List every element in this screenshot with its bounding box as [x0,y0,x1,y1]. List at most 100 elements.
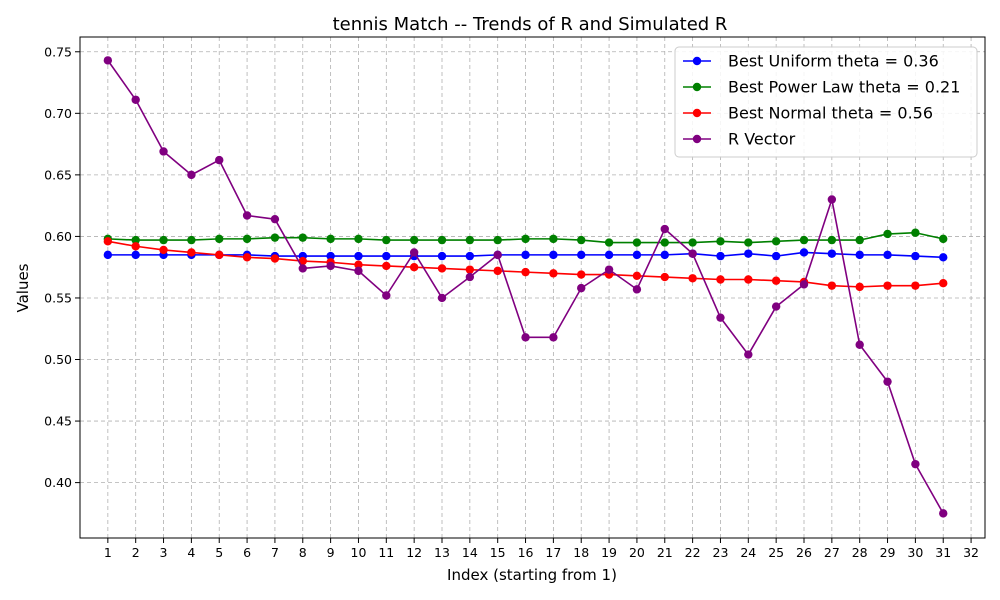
x-tick-label: 21 [657,545,673,560]
data-point [827,281,837,290]
data-point [131,235,140,245]
x-tick-label: 2 [132,545,140,560]
x-tick-label: 18 [573,545,589,560]
data-point [827,235,837,245]
x-tick-label: 27 [824,545,840,560]
data-point [354,234,363,244]
data-point [688,249,697,258]
data-point [215,250,224,260]
y-tick-label: 0.55 [44,290,72,305]
data-point [270,214,280,224]
data-point [382,235,391,245]
legend-item: Best Uniform theta = 0.36 [683,52,939,71]
data-point [939,253,948,262]
data-point [465,272,475,282]
legend-box [674,46,978,158]
data-point [660,238,669,247]
data-point [159,245,168,255]
data-point [911,281,920,290]
data-point [744,249,753,258]
legend-item: Best Normal theta = 0.56 [683,104,933,123]
x-tick-label: 17 [545,545,561,560]
data-point [493,235,502,245]
y-tick-label: 0.65 [44,167,72,182]
data-point [187,248,196,257]
y-axis-label: Values [14,263,32,312]
x-tick-label: 22 [685,545,701,560]
x-tick-label: 10 [351,545,367,560]
legend-marker [692,108,702,118]
data-point [521,267,530,277]
data-point [103,56,113,65]
data-point [716,275,725,284]
data-point [493,250,502,260]
x-tick-label: 24 [740,545,756,560]
plot-frame [79,36,986,539]
data-point [771,237,781,246]
x-tick-label: 11 [378,545,394,560]
data-point [242,253,252,262]
data-point [799,235,809,245]
data-point [577,283,586,293]
y-tick-label: 0.70 [44,106,72,121]
x-tick-label: 13 [434,545,450,560]
data-point [604,250,614,260]
data-point [660,224,669,234]
data-point [632,250,642,260]
x-tick-label: 8 [299,545,307,560]
data-point [465,251,475,261]
data-point [911,251,920,261]
data-point [660,250,669,260]
x-tick-label: 15 [490,545,506,560]
data-point [326,261,335,271]
legend-label: Best Uniform theta = 0.36 [728,52,939,71]
x-axis-label: Index (starting from 1) [447,566,617,584]
x-tick-label: 25 [768,545,784,560]
data-point [215,155,224,165]
legend-marker [692,56,702,66]
data-point [270,254,280,263]
y-tick-label: 0.45 [44,414,72,429]
data-point [354,266,363,276]
data-point [855,282,864,292]
data-point [883,377,892,386]
data-point [437,264,447,273]
y-tick-label: 0.75 [44,44,72,59]
data-point [827,249,837,258]
data-point [632,285,642,294]
legend-label: R Vector [728,130,796,149]
x-tick-label: 30 [907,545,923,560]
data-point [326,251,335,261]
legend-marker [692,82,702,92]
data-point [939,234,948,244]
data-point [187,170,196,180]
data-point [103,237,113,246]
x-tick-label: 31 [935,545,951,560]
chart-title: tennis Match -- Trends of R and Simulate… [333,14,728,35]
data-point [437,293,447,303]
data-point [855,250,864,260]
data-point [326,234,335,244]
data-point [521,250,530,260]
y-axis: 0.40 0.45 0.50 0.55 0.60 0.65 0.70 0.75 [44,44,80,490]
x-tick-label: 16 [518,545,534,560]
data-point [465,265,475,274]
data-point [577,250,586,260]
data-point [354,260,363,269]
legend-label: Best Power Law theta = 0.21 [728,78,960,97]
data-point [242,234,252,244]
data-point [716,237,725,246]
data-point [437,251,447,261]
data-point [577,270,586,279]
data-point [549,269,558,278]
data-point [549,234,558,244]
data-point [799,248,809,257]
data-point [883,281,892,290]
data-point [855,340,864,349]
x-tick-label: 28 [852,545,868,560]
data-point [437,235,447,245]
data-point [270,233,280,242]
x-tick-label: 7 [271,545,279,560]
legend-marker [692,134,702,144]
